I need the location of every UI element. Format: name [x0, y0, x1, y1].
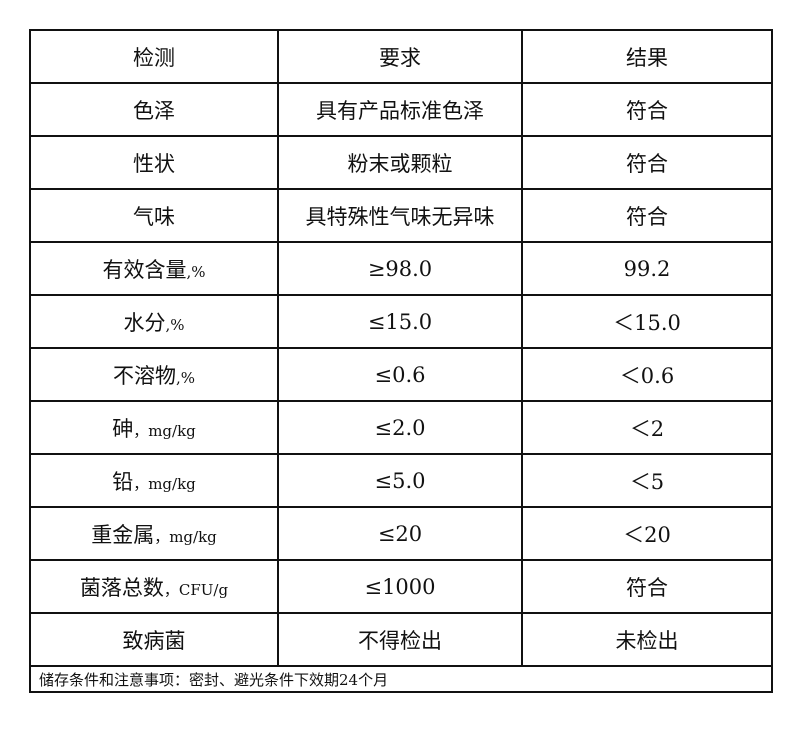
result-cell: 符合: [521, 82, 773, 137]
item-name: 有效含量: [102, 257, 187, 282]
item-unit: ，mg/kg: [133, 474, 196, 493]
requirement-cell: 具有产品标准色泽: [277, 82, 523, 137]
requirement-cell: ≥98.0: [277, 241, 523, 296]
item-cell: 致病菌: [29, 612, 279, 667]
item-cell: 砷，mg/kg: [29, 400, 279, 455]
table-row: 色泽 具有产品标准色泽 符合: [29, 82, 773, 137]
table-row: 水分,% ≤15.0 ＜15.0: [29, 294, 773, 349]
item-cell: 铅，mg/kg: [29, 453, 279, 508]
table-row: 砷，mg/kg ≤2.0 ＜2: [29, 400, 773, 455]
item-name: 色泽: [133, 98, 175, 123]
item-unit: ,%: [175, 368, 196, 387]
item-cell: 不溶物,%: [29, 347, 279, 402]
result-cell: 99.2: [521, 241, 773, 296]
item-cell: 有效含量,%: [29, 241, 279, 296]
item-name: 水分: [123, 310, 166, 335]
table-row: 致病菌 不得检出 未检出: [29, 612, 773, 667]
requirement-cell: ≤5.0: [277, 453, 523, 508]
result-cell: ＜5: [521, 453, 773, 508]
item-name: 气味: [133, 204, 175, 229]
table-row: 气味 具特殊性气味无异味 符合: [29, 188, 773, 243]
item-cell: 色泽: [29, 82, 279, 137]
header-result: 结果: [521, 29, 773, 84]
storage-note: 储存条件和注意事项：密封、避光条件下效期24个月: [29, 665, 773, 693]
item-unit: ,%: [186, 262, 206, 281]
header-item: 检测: [29, 29, 279, 84]
header-requirement: 要求: [277, 29, 523, 84]
item-name: 重金属: [91, 522, 155, 547]
item-unit: ，mg/kg: [154, 527, 217, 546]
item-name: 致病菌: [122, 628, 186, 653]
note-row: 储存条件和注意事项：密封、避光条件下效期24个月: [29, 665, 773, 693]
item-cell: 重金属，mg/kg: [29, 506, 279, 561]
table-row: 重金属，mg/kg ≤20 ＜20: [29, 506, 773, 561]
requirement-cell: ≤15.0: [277, 294, 523, 349]
item-cell: 气味: [29, 188, 279, 243]
item-name: 性状: [133, 151, 175, 176]
table-row: 不溶物,% ≤0.6 ＜0.6: [29, 347, 773, 402]
item-name: 菌落总数: [79, 575, 164, 600]
item-name: 铅: [112, 469, 134, 494]
result-cell: ＜15.0: [521, 294, 773, 349]
requirement-cell: 具特殊性气味无异味: [277, 188, 523, 243]
result-cell: ＜20: [521, 506, 773, 561]
item-name: 砷: [112, 416, 134, 441]
item-unit: ,%: [165, 315, 185, 334]
item-name: 不溶物: [112, 363, 176, 388]
table-row: 铅，mg/kg ≤5.0 ＜5: [29, 453, 773, 508]
result-cell: 符合: [521, 188, 773, 243]
item-cell: 性状: [29, 135, 279, 190]
header-row: 检测 要求 结果: [29, 29, 773, 84]
requirement-cell: ≤2.0: [277, 400, 523, 455]
requirement-cell: ≤20: [277, 506, 523, 561]
requirement-cell: 不得检出: [277, 612, 523, 667]
inspection-table: 检测 要求 结果 色泽 具有产品标准色泽 符合 性状 粉末或颗粒 符合 气味 具特殊性气味无异…: [29, 29, 773, 693]
requirement-cell: ≤1000: [277, 559, 523, 614]
result-cell: ＜2: [521, 400, 773, 455]
item-unit: ，mg/kg: [133, 421, 196, 440]
table-row: 菌落总数，CFU/g ≤1000 符合: [29, 559, 773, 614]
requirement-cell: ≤0.6: [277, 347, 523, 402]
result-cell: ＜0.6: [521, 347, 773, 402]
item-unit: ，CFU/g: [163, 580, 229, 599]
table-row: 性状 粉末或颗粒 符合: [29, 135, 773, 190]
result-cell: 符合: [521, 559, 773, 614]
requirement-cell: 粉末或颗粒: [277, 135, 523, 190]
result-cell: 未检出: [521, 612, 773, 667]
item-cell: 水分,%: [29, 294, 279, 349]
item-cell: 菌落总数，CFU/g: [29, 559, 279, 614]
result-cell: 符合: [521, 135, 773, 190]
table-row: 有效含量,% ≥98.0 99.2: [29, 241, 773, 296]
